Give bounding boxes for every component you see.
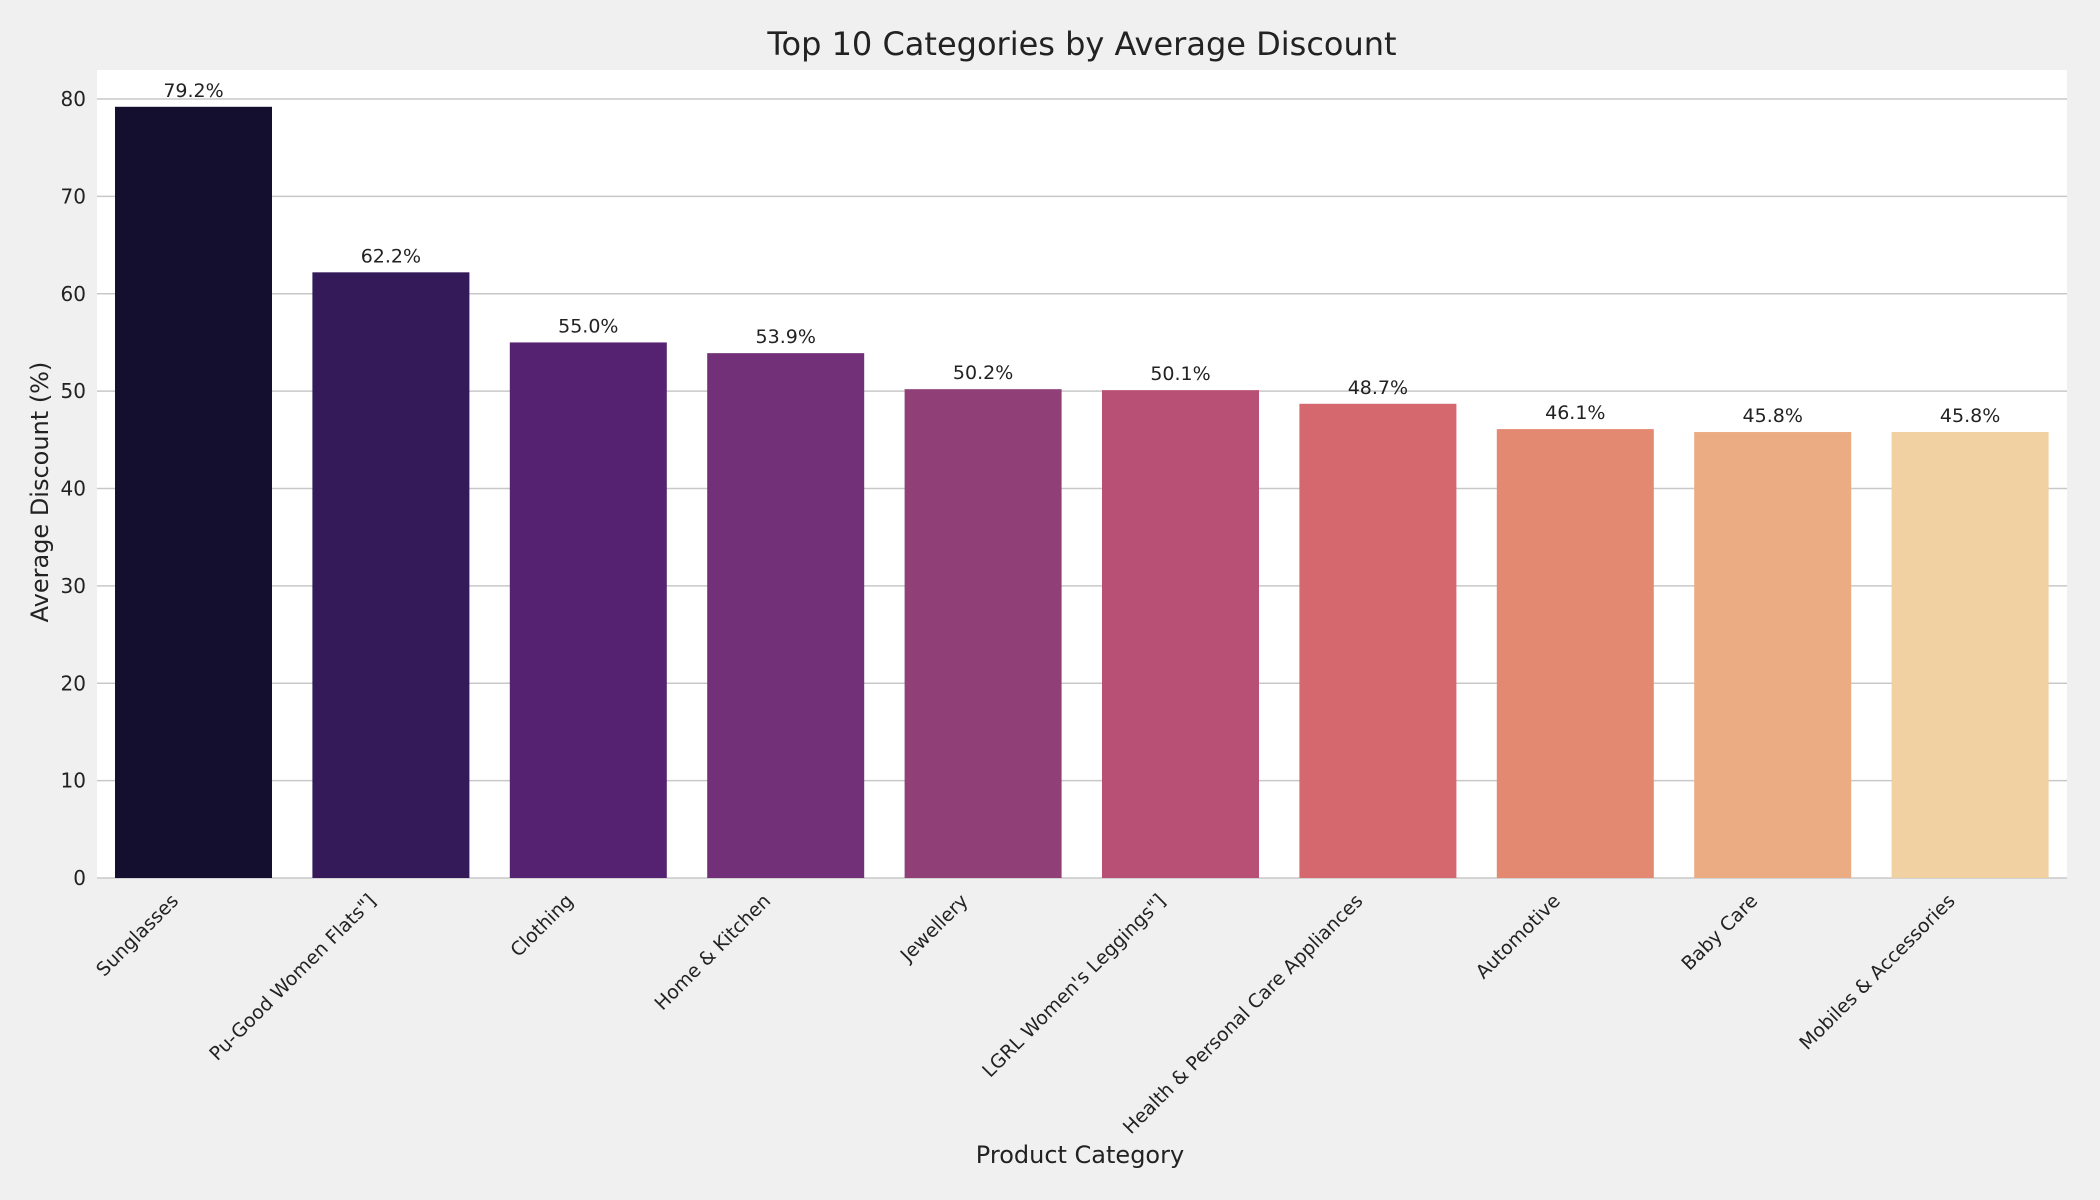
y-tick-label: 70 <box>61 184 86 208</box>
y-tick-label: 80 <box>61 87 86 111</box>
bar-value-label: 79.2% <box>163 80 223 102</box>
bar <box>1496 429 1654 878</box>
bar-value-label: 45.8% <box>1743 405 1803 427</box>
x-tick-label: Jewellery <box>896 890 973 967</box>
x-tick-label: Pu-Good Women Flats"] <box>205 890 380 1065</box>
bar-value-label: 46.1% <box>1545 402 1605 424</box>
x-tick-label: Home & Kitchen <box>650 890 775 1015</box>
bar <box>115 106 272 879</box>
x-tick-label: Health & Personal Care Appliances <box>1119 890 1368 1139</box>
bar <box>1102 390 1259 878</box>
bar-value-label: 50.2% <box>953 362 1013 384</box>
x-tick-label: Baby Care <box>1677 890 1762 975</box>
bar <box>1891 432 2049 878</box>
x-tick-label: Automotive <box>1472 890 1565 983</box>
x-axis-ticks: Sunglasses Pu-Good Women Flats"] Clothing H… <box>92 890 1959 1139</box>
bar-value-label: 48.7% <box>1348 377 1408 399</box>
y-tick-label: 10 <box>61 769 86 793</box>
x-tick-label: LGRL Women's Leggings"] <box>978 890 1170 1082</box>
x-tick-label: Mobiles & Accessories <box>1795 890 1959 1054</box>
data-labels: 79.2% 62.2% 55.0% 53.9% 50.2% 50.1% 48.7% 46.1%… <box>163 80 2000 427</box>
bar <box>707 353 865 878</box>
bar <box>509 342 667 878</box>
bar-value-label: 50.1% <box>1150 363 1210 385</box>
y-tick-label: 60 <box>61 282 86 306</box>
y-tick-label: 50 <box>61 379 86 403</box>
y-axis-ticks: 0 10 20 30 40 50 60 70 80 <box>61 87 86 890</box>
y-tick-label: 0 <box>73 866 86 890</box>
bar-value-label: 55.0% <box>558 315 618 337</box>
bar <box>312 272 470 878</box>
x-axis-label: Product Category <box>976 1141 1184 1169</box>
bar-value-label: 45.8% <box>1940 405 2000 427</box>
chart-title: Top 10 Categories by Average Discount <box>766 25 1396 63</box>
y-axis-label: Average Discount (%) <box>26 362 54 623</box>
bar <box>1694 432 1852 878</box>
bar <box>1299 403 1457 878</box>
y-tick-label: 20 <box>61 671 86 695</box>
y-tick-label: 30 <box>61 574 86 598</box>
bar <box>904 389 1062 878</box>
bar-value-label: 53.9% <box>756 326 816 348</box>
bars <box>115 106 2049 879</box>
x-tick-label: Sunglasses <box>92 890 183 981</box>
bar-value-label: 62.2% <box>361 245 421 267</box>
y-tick-label: 40 <box>61 477 86 501</box>
x-tick-label: Clothing <box>506 890 577 961</box>
